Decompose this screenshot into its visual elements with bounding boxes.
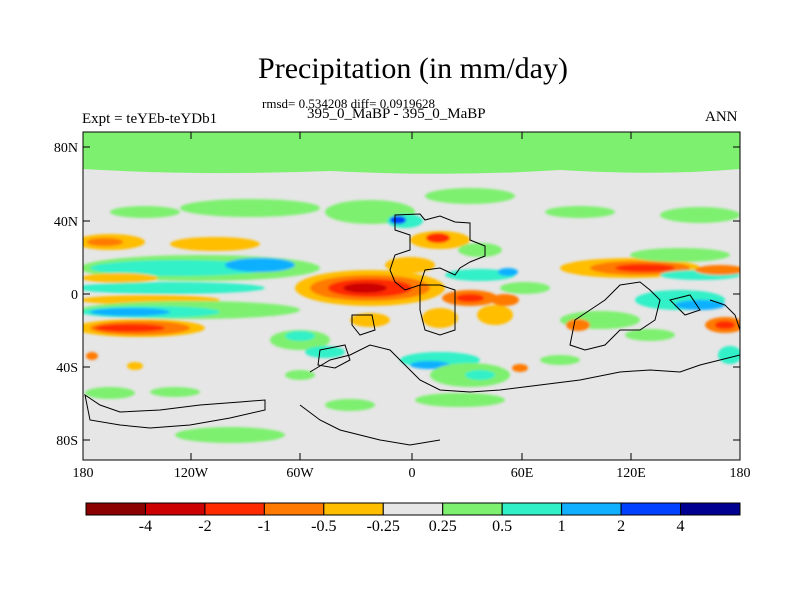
colorbar-label-1: -2 bbox=[198, 518, 212, 535]
colorbar-label-5: 0.25 bbox=[428, 518, 457, 535]
colorbar-swatch-7 bbox=[501, 502, 563, 516]
experiment-label: Expt = teYEb-teYDb1 bbox=[82, 111, 218, 127]
map-title: Precipitation (in mm/day) bbox=[258, 52, 568, 85]
lat-ticks bbox=[83, 146, 740, 441]
colorbar-label-6: 0.5 bbox=[492, 518, 513, 535]
precip-field bbox=[83, 132, 740, 460]
lat-label-40n: 40N bbox=[53, 215, 78, 230]
colorbar-label-4: -0.25 bbox=[366, 518, 400, 535]
colorbar-label-3: -0.5 bbox=[311, 518, 337, 535]
colorbar-swatch-6 bbox=[442, 502, 503, 516]
lon-label-0: 0 bbox=[408, 466, 416, 481]
lat-label-80n: 80N bbox=[53, 141, 78, 156]
season-label: ANN bbox=[705, 109, 738, 125]
colorbar-swatch-1 bbox=[144, 502, 206, 516]
colorbar-swatch-5 bbox=[382, 502, 444, 516]
case-text: 395_0_MaBP - 395_0_MaBP bbox=[307, 106, 486, 122]
colorbar-label-0: -4 bbox=[138, 518, 153, 535]
colorbar-label-7: 1 bbox=[557, 518, 566, 535]
colorbar-swatch-2 bbox=[204, 502, 265, 516]
lat-label-80s: 80S bbox=[56, 434, 78, 449]
lon-label-120e: 120E bbox=[616, 466, 646, 481]
land-outline bbox=[84, 213, 740, 446]
lon-label-180w: 180 bbox=[72, 466, 94, 481]
colorbar-swatch-3 bbox=[263, 502, 325, 516]
colorbar-label-2: -1 bbox=[257, 518, 272, 535]
colorbar-label-8: 2 bbox=[617, 518, 626, 535]
lon-label-60w: 60W bbox=[286, 466, 314, 481]
lat-label-eq: 0 bbox=[71, 288, 78, 303]
colorbar-swatch-4 bbox=[323, 502, 384, 516]
colorbar bbox=[85, 502, 741, 516]
lon-ticks bbox=[82, 132, 741, 460]
colorbar-swatch-8 bbox=[561, 502, 622, 516]
colorbar-swatch-9 bbox=[620, 502, 682, 516]
lat-label-40s: 40S bbox=[56, 361, 78, 376]
lon-label-60e: 60E bbox=[510, 466, 534, 481]
colorbar-swatch-10 bbox=[680, 502, 741, 516]
stats-text: rmsd= 0.534208 diff= 0.0919628 bbox=[262, 96, 435, 111]
colorbar-label-9: 4 bbox=[676, 518, 685, 535]
lon-label-180e: 180 bbox=[729, 466, 751, 481]
colorbar-swatch-0 bbox=[85, 502, 146, 516]
lon-label-120w: 120W bbox=[173, 466, 209, 481]
